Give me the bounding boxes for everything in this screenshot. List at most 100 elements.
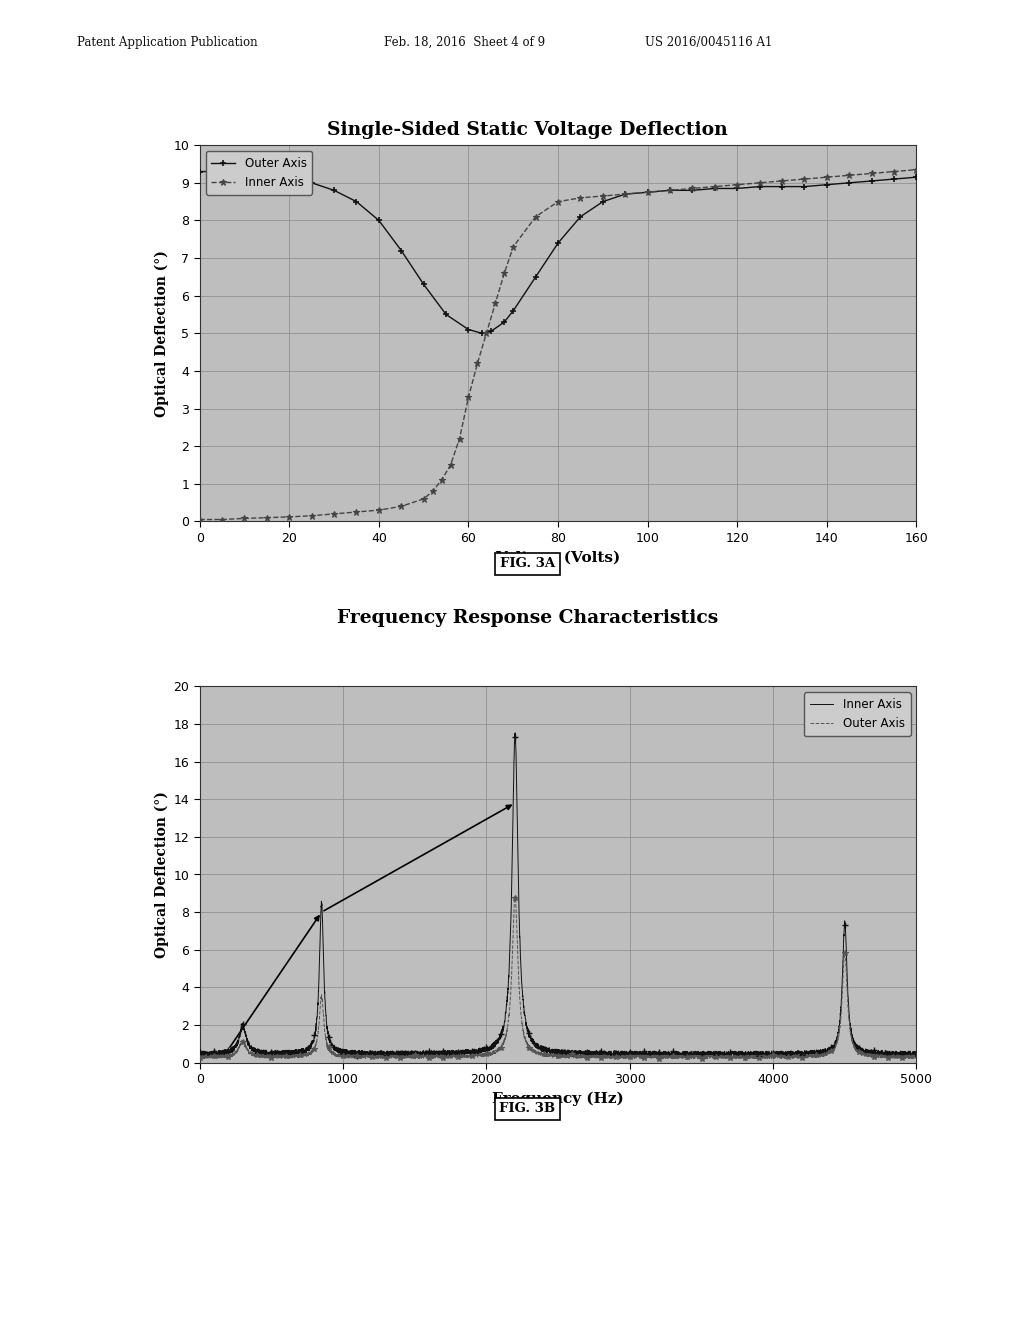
Line: Outer Axis: Outer Axis	[200, 896, 916, 1059]
Outer Axis	[418, 276, 430, 292]
Inner Axis	[454, 430, 466, 446]
Outer Axis	[686, 182, 698, 198]
Inner Axis	[261, 510, 273, 525]
Inner Axis	[597, 187, 609, 203]
Inner Axis	[731, 177, 743, 193]
X-axis label: Voltage (Volts): Voltage (Volts)	[496, 550, 621, 565]
Legend: Inner Axis, Outer Axis: Inner Axis, Outer Axis	[804, 692, 910, 737]
Outer Axis	[498, 314, 510, 330]
Outer Axis	[305, 174, 317, 190]
Outer Axis	[239, 165, 251, 181]
Inner Axis	[328, 506, 340, 521]
Outer Axis	[328, 182, 340, 198]
Inner Axis	[620, 186, 632, 202]
Outer Axis	[440, 306, 453, 322]
Outer Axis	[776, 178, 788, 194]
Inner Axis	[489, 296, 502, 312]
Outer Axis	[574, 209, 587, 224]
Inner Axis	[435, 473, 447, 488]
Text: FIG. 3B: FIG. 3B	[500, 1102, 555, 1115]
Inner Axis	[783, 1044, 796, 1060]
Outer Axis	[507, 302, 519, 318]
Inner Axis	[480, 325, 493, 341]
Inner Axis	[462, 389, 474, 405]
Line: Inner Axis: Inner Axis	[197, 166, 920, 523]
Outer Axis	[731, 181, 743, 197]
Outer Axis	[708, 1051, 720, 1067]
Inner Axis	[373, 502, 385, 517]
Text: FIG. 3A: FIG. 3A	[500, 557, 555, 570]
Inner Axis	[843, 168, 855, 183]
Inner Axis	[799, 172, 811, 187]
Outer Axis	[888, 172, 900, 187]
Outer Axis	[350, 194, 362, 210]
Inner Axis	[471, 355, 483, 371]
Outer Axis	[324, 1043, 336, 1059]
Inner Axis	[910, 162, 923, 178]
Inner Axis	[552, 194, 564, 210]
Inner Axis	[507, 239, 519, 255]
Inner Axis	[418, 491, 430, 507]
Inner Axis	[426, 483, 438, 499]
Inner Axis	[729, 1045, 741, 1061]
Inner Axis	[283, 510, 295, 525]
Inner Axis	[194, 1044, 206, 1060]
Outer Axis	[484, 323, 497, 339]
Inner Axis	[820, 169, 833, 185]
Outer Axis	[283, 172, 295, 187]
Outer Axis	[754, 178, 766, 194]
Outer Axis	[843, 174, 855, 190]
Line: Inner Axis: Inner Axis	[200, 733, 916, 1057]
Outer Axis	[624, 1047, 636, 1063]
Legend: Outer Axis, Inner Axis: Outer Axis, Inner Axis	[206, 150, 312, 195]
Text: Single-Sided Static Voltage Deflection: Single-Sided Static Voltage Deflection	[327, 120, 728, 139]
Inner Axis	[498, 265, 510, 281]
Outer Axis	[620, 186, 632, 202]
Inner Axis	[395, 499, 408, 515]
Outer Axis	[783, 1048, 796, 1064]
Line: Outer Axis: Outer Axis	[197, 168, 920, 337]
Text: US 2016/0045116 A1: US 2016/0045116 A1	[645, 36, 772, 49]
Outer Axis	[709, 181, 721, 197]
Outer Axis	[462, 322, 474, 338]
Inner Axis	[888, 164, 900, 180]
Inner Axis	[444, 457, 457, 473]
Outer Axis	[194, 1049, 206, 1065]
Outer Axis	[910, 1049, 923, 1065]
Text: Feb. 18, 2016  Sheet 4 of 9: Feb. 18, 2016 Sheet 4 of 9	[384, 36, 545, 49]
Inner Axis	[641, 185, 653, 201]
Inner Axis	[467, 1047, 479, 1063]
Inner Axis	[239, 511, 251, 527]
Outer Axis	[529, 269, 542, 285]
Inner Axis	[324, 1035, 336, 1051]
Y-axis label: Optical Deflection (°): Optical Deflection (°)	[155, 791, 169, 958]
Outer Axis	[865, 173, 878, 189]
Inner Axis	[509, 725, 521, 741]
Inner Axis	[194, 512, 206, 528]
Inner Axis	[624, 1048, 636, 1064]
Inner Axis	[776, 173, 788, 189]
Y-axis label: Optical Deflection (°): Optical Deflection (°)	[155, 249, 169, 417]
Outer Axis	[216, 164, 228, 180]
Outer Axis	[467, 1047, 479, 1063]
X-axis label: Frequency (Hz): Frequency (Hz)	[493, 1092, 624, 1106]
Outer Axis	[597, 194, 609, 210]
Outer Axis	[641, 185, 653, 201]
Outer Axis	[820, 177, 833, 193]
Outer Axis	[664, 182, 676, 198]
Inner Axis	[305, 508, 317, 524]
Outer Axis	[476, 325, 488, 341]
Inner Axis	[910, 1045, 923, 1061]
Outer Axis	[509, 888, 521, 904]
Text: Patent Application Publication: Patent Application Publication	[77, 36, 257, 49]
Inner Axis	[574, 190, 587, 206]
Inner Axis	[216, 512, 228, 528]
Outer Axis	[729, 1049, 741, 1065]
Outer Axis	[552, 235, 564, 251]
Inner Axis	[664, 182, 676, 198]
Outer Axis	[373, 213, 385, 228]
Outer Axis	[659, 1048, 672, 1064]
Inner Axis	[709, 178, 721, 194]
Outer Axis	[395, 243, 408, 259]
Inner Axis	[754, 174, 766, 190]
